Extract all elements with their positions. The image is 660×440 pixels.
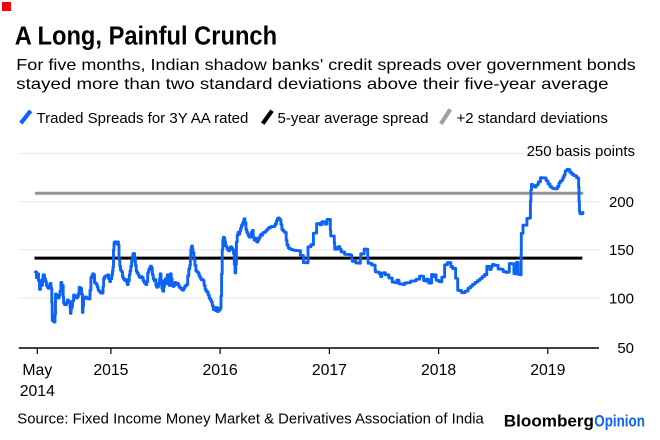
svg-text:2019: 2019: [530, 362, 565, 379]
svg-text:5-year average spread: 5-year average spread: [278, 110, 429, 127]
svg-text:150: 150: [609, 242, 634, 259]
svg-text:+2 standard deviations: +2 standard deviations: [457, 110, 608, 127]
svg-text:For five months, Indian shadow: For five months, Indian shadow banks' cr…: [16, 57, 636, 74]
svg-text:2018: 2018: [421, 362, 456, 379]
svg-text:2016: 2016: [203, 362, 238, 379]
svg-text:2015: 2015: [93, 362, 128, 379]
svg-text:250 basis points: 250 basis points: [527, 143, 635, 160]
svg-text:A Long, Painful Crunch: A Long, Painful Crunch: [15, 21, 277, 51]
svg-text:May: May: [22, 362, 52, 379]
svg-text:Traded Spreads for 3Y AA rated: Traded Spreads for 3Y AA rated: [37, 110, 249, 127]
svg-text:50: 50: [617, 340, 634, 357]
svg-text:2014: 2014: [20, 383, 55, 400]
svg-text:100: 100: [609, 290, 634, 307]
svg-text:Bloomberg: Bloomberg: [504, 413, 594, 431]
svg-text:Opinion: Opinion: [594, 413, 645, 431]
svg-text:Source: Fixed Income Money Mar: Source: Fixed Income Money Market & Deri…: [17, 412, 484, 428]
svg-text:stayed more than two standard: stayed more than two standard deviations…: [16, 76, 608, 93]
svg-text:2017: 2017: [312, 362, 347, 379]
svg-text:200: 200: [609, 194, 634, 211]
